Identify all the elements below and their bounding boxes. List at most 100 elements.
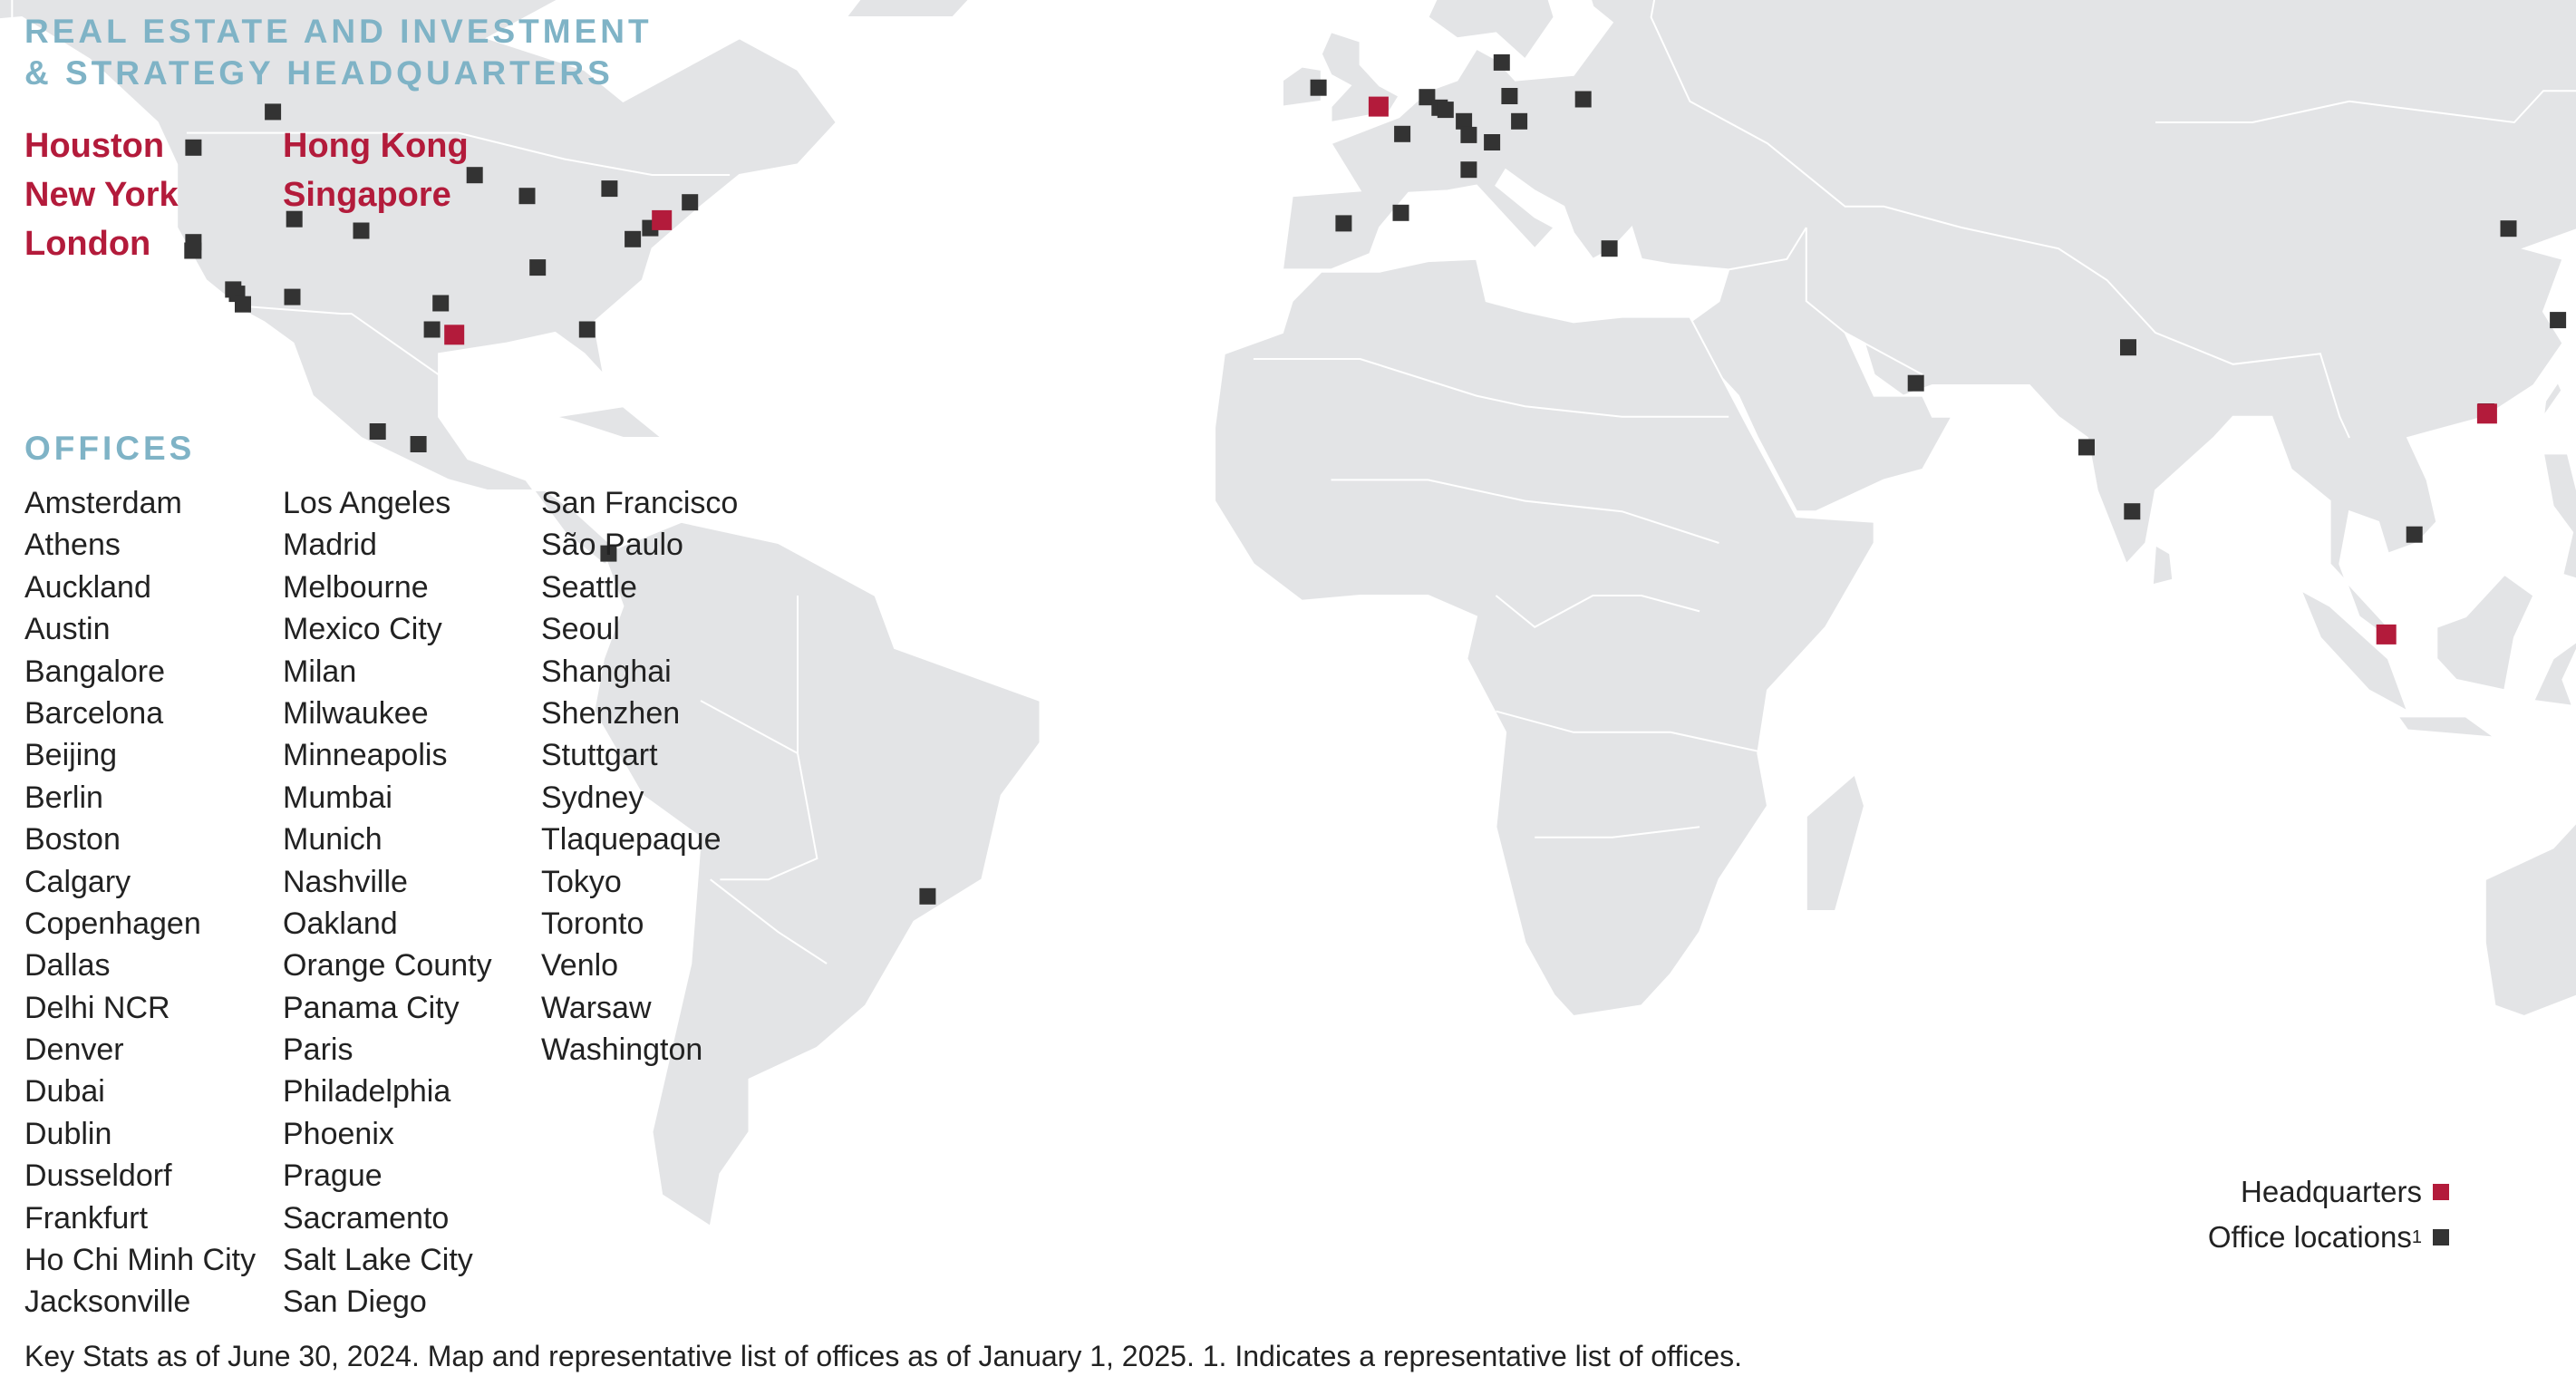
office-city: San Diego bbox=[283, 1284, 427, 1320]
legend-office-label: Office locations bbox=[2207, 1220, 2412, 1254]
office-marker bbox=[1484, 134, 1501, 150]
office-city: Washington bbox=[541, 1032, 703, 1068]
office-city: Dublin bbox=[24, 1116, 112, 1151]
country-border bbox=[245, 305, 440, 376]
office-city: Stuttgart bbox=[541, 738, 658, 773]
office-city: Shanghai bbox=[541, 654, 672, 689]
office-marker bbox=[284, 288, 301, 305]
office-city: Mexico City bbox=[283, 612, 442, 647]
office-city: Denver bbox=[24, 1032, 124, 1068]
office-city: Dallas bbox=[24, 948, 111, 984]
headquarters-marker bbox=[444, 325, 465, 345]
office-marker bbox=[1460, 161, 1477, 179]
office-marker bbox=[2124, 503, 2141, 520]
office-city: Austin bbox=[24, 612, 111, 647]
land-mass bbox=[1214, 257, 1875, 1018]
office-city: Dubai bbox=[24, 1074, 105, 1110]
office-marker bbox=[578, 321, 596, 338]
office-city: Tlaquepaque bbox=[541, 822, 721, 858]
office-city: Frankfurt bbox=[24, 1200, 149, 1236]
office-city: Orange County bbox=[283, 948, 492, 984]
office-marker bbox=[1394, 125, 1411, 142]
office-marker bbox=[1437, 102, 1454, 119]
land-mass bbox=[1282, 65, 1322, 108]
land-mass bbox=[2542, 380, 2563, 418]
office-city: Sydney bbox=[541, 780, 644, 815]
office-city: Copenhagen bbox=[24, 906, 201, 941]
office-city: Bangalore bbox=[24, 654, 166, 689]
office-city: Athens bbox=[24, 528, 121, 563]
hq-city-new-york: New York bbox=[24, 176, 179, 214]
office-city: Calgary bbox=[24, 864, 131, 899]
office-marker bbox=[1456, 112, 1473, 130]
offices-heading: OFFICES bbox=[24, 430, 196, 467]
office-city: Munich bbox=[283, 822, 383, 858]
legend-headquarters: Headquarters bbox=[2241, 1175, 2449, 1209]
office-marker bbox=[1511, 112, 1528, 130]
office-city: Ho Chi Minh City bbox=[24, 1243, 257, 1278]
land-mass bbox=[1805, 772, 1866, 912]
office-marker bbox=[353, 222, 370, 239]
hq-city-houston: Houston bbox=[24, 127, 165, 165]
office-city: Warsaw bbox=[541, 990, 652, 1025]
land-mass bbox=[2436, 573, 2535, 692]
office-marker bbox=[601, 180, 618, 198]
office-marker bbox=[286, 210, 303, 228]
office-city: Sacramento bbox=[283, 1200, 450, 1236]
land-mass bbox=[555, 405, 665, 439]
office-marker bbox=[369, 423, 386, 440]
office-marker bbox=[1501, 88, 1518, 104]
land-mass bbox=[593, 520, 1041, 1228]
headquarters-marker bbox=[2376, 624, 2397, 645]
country-border bbox=[720, 596, 818, 881]
headquarters-heading: REAL ESTATE AND INVESTMENT & STRATEGY HE… bbox=[24, 11, 677, 94]
office-marker bbox=[1907, 374, 1924, 392]
office-marker bbox=[185, 139, 202, 156]
office-marker bbox=[2550, 312, 2567, 329]
office-marker bbox=[432, 295, 450, 312]
offices-column-3: San Francisco São Paulo Seattle Seoul Shangh… bbox=[541, 482, 738, 1071]
office-marker bbox=[2120, 339, 2136, 356]
headquarters-marker bbox=[1368, 96, 1389, 117]
office-marker bbox=[529, 259, 547, 276]
land-mass bbox=[0, 0, 838, 566]
office-city: Prague bbox=[283, 1158, 383, 1194]
office-city: Toronto bbox=[541, 906, 644, 941]
land-mass bbox=[2532, 641, 2576, 708]
offices-column-2: Los Angeles Madrid Melbourne Mexico City Mil… bbox=[283, 482, 492, 1323]
office-city: Dusseldorf bbox=[24, 1158, 172, 1194]
office-marker bbox=[518, 188, 536, 205]
hq-city-london: London bbox=[24, 225, 151, 263]
office-city: Melbourne bbox=[283, 569, 429, 605]
headquarters-marker bbox=[2476, 403, 2497, 424]
office-city: Paris bbox=[283, 1032, 353, 1068]
country-border bbox=[1331, 479, 1719, 544]
office-city: Tokyo bbox=[541, 864, 622, 899]
office-marker bbox=[625, 230, 642, 247]
office-city: Mumbai bbox=[283, 780, 392, 815]
office-marker bbox=[1310, 79, 1327, 96]
office-marker bbox=[682, 194, 699, 211]
office-city: Seattle bbox=[541, 569, 637, 605]
country-border bbox=[2155, 90, 2576, 124]
office-city: Seoul bbox=[541, 612, 620, 647]
land-mass bbox=[2542, 452, 2576, 580]
land-mass bbox=[2484, 821, 2576, 1018]
office-city: Los Angeles bbox=[283, 486, 451, 520]
office-marker bbox=[423, 321, 441, 338]
offices-column-1: Amsterdam Athens Auckland Austin Bangalore Ba… bbox=[24, 482, 256, 1323]
country-border bbox=[1650, 0, 2350, 439]
country-border bbox=[1495, 595, 1700, 628]
office-city: Delhi NCR bbox=[24, 990, 170, 1025]
office-city: Auckland bbox=[24, 569, 151, 605]
country-border bbox=[700, 700, 799, 754]
headquarters-marker bbox=[652, 209, 673, 230]
office-city: Boston bbox=[24, 822, 121, 858]
office-city: Minneapolis bbox=[283, 738, 448, 773]
country-border bbox=[186, 131, 731, 176]
office-marker bbox=[1493, 53, 1510, 71]
country-border bbox=[1535, 826, 1700, 838]
office-city: Jacksonville bbox=[24, 1284, 191, 1320]
office-city: Philadelphia bbox=[283, 1074, 451, 1110]
